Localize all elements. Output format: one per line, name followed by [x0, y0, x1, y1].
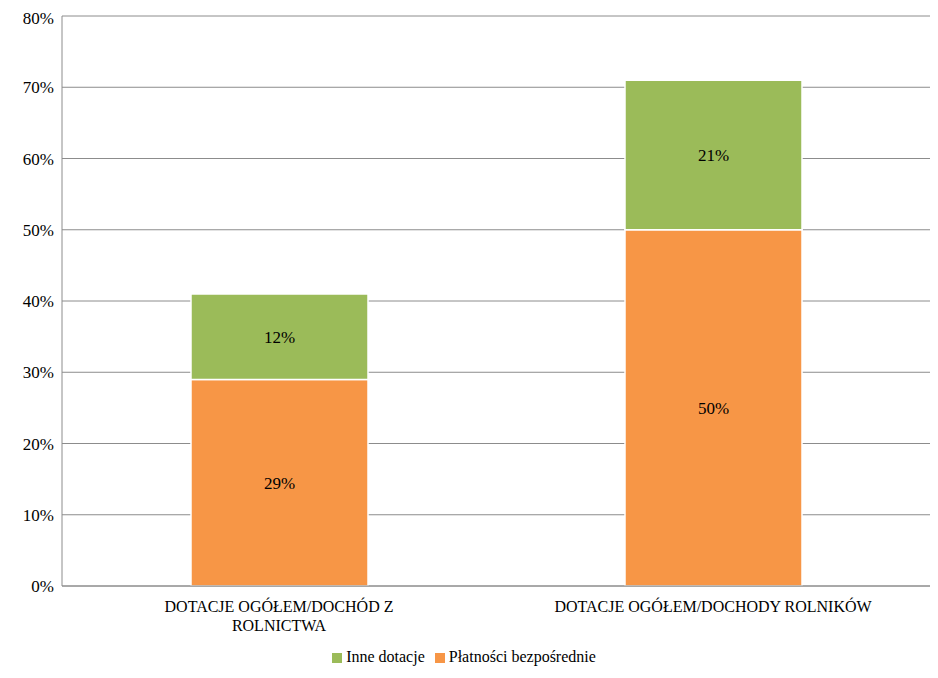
svg-text:DOTACJE OGÓŁEM/DOCHODY ROLNIKÓ: DOTACJE OGÓŁEM/DOCHODY ROLNIKÓW	[554, 597, 872, 615]
svg-text:10%: 10%	[23, 506, 54, 525]
svg-text:ROLNICTWA: ROLNICTWA	[232, 617, 327, 634]
svg-text:20%: 20%	[23, 435, 54, 454]
html-text:Płatności bezpośrednie: Płatności bezpośrednie	[448, 648, 596, 665]
svg-text:50%: 50%	[698, 399, 729, 418]
svg-text:29%: 29%	[264, 474, 295, 493]
svg-text:70%: 70%	[23, 78, 54, 97]
svg-text:40%: 40%	[23, 292, 54, 311]
svg-text:50%: 50%	[23, 221, 54, 240]
svg-text:60%: 60%	[23, 150, 54, 169]
svg-text:0%: 0%	[31, 577, 54, 596]
svg-text:12%: 12%	[264, 328, 295, 347]
svg-text:DOTACJE OGÓŁEM/DOCHÓD Z: DOTACJE OGÓŁEM/DOCHÓD Z	[165, 597, 394, 615]
svg-text:21%: 21%	[698, 146, 729, 165]
html-text:Inne dotacje: Inne dotacje	[346, 648, 425, 665]
svg-text:30%: 30%	[23, 363, 54, 382]
svg-text:80%: 80%	[23, 9, 54, 28]
